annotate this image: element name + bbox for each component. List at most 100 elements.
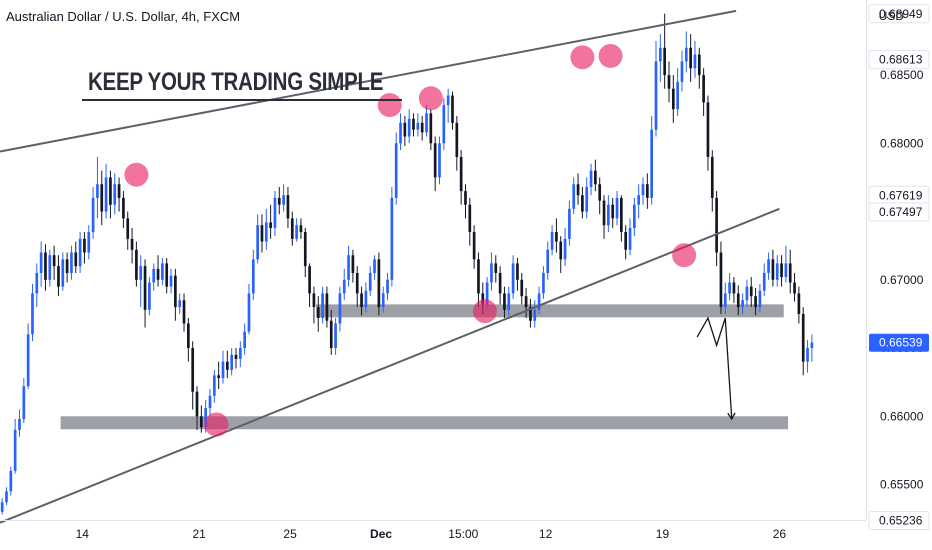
- candle-body: [139, 266, 143, 280]
- candle-body: [368, 272, 372, 291]
- candle-body: [290, 218, 294, 239]
- touch-marker: [418, 86, 443, 111]
- candle: [386, 272, 389, 301]
- candle-body: [676, 81, 679, 110]
- price-tick-label: 0.66000: [880, 409, 924, 423]
- time-axis[interactable]: 14 21 25 Dec 15:00 12 19 26: [76, 527, 787, 541]
- candle: [338, 286, 342, 332]
- candle: [607, 195, 610, 233]
- candle: [745, 279, 749, 308]
- candle-body: [403, 122, 407, 137]
- lower-channel-line[interactable]: [0, 207, 780, 524]
- candle-body: [256, 225, 259, 260]
- candle-body: [472, 232, 476, 260]
- candle: [542, 266, 545, 299]
- candle-body: [498, 272, 502, 294]
- candle: [44, 244, 47, 291]
- candle: [282, 184, 285, 212]
- resistance-zone: [316, 304, 784, 318]
- upper-channel-line[interactable]: [0, 9, 737, 153]
- candle: [684, 31, 688, 73]
- candle-body: [364, 290, 368, 308]
- price-label-box: [868, 4, 930, 24]
- candle: [594, 159, 597, 192]
- candle-body: [381, 293, 385, 308]
- candle: [156, 255, 160, 287]
- candle-body: [191, 348, 195, 392]
- candle: [693, 40, 697, 78]
- candle: [61, 252, 65, 291]
- candle: [529, 298, 532, 328]
- touch-marker: [472, 299, 497, 324]
- candle: [165, 257, 169, 294]
- candle: [182, 293, 186, 332]
- candle-body: [793, 282, 796, 294]
- candle-body: [745, 286, 749, 301]
- candle-body: [620, 197, 623, 233]
- candle-body: [468, 204, 472, 233]
- candles-layer: [0, 13, 814, 515]
- candle: [126, 211, 130, 250]
- candle: [161, 257, 164, 286]
- candle-body: [100, 184, 104, 212]
- candle-body: [234, 354, 238, 359]
- candle: [788, 249, 792, 294]
- candle-body: [195, 391, 199, 417]
- candle-body: [671, 88, 675, 110]
- candle-body: [217, 375, 221, 379]
- candle-body: [624, 232, 628, 250]
- touch-marker: [124, 162, 149, 187]
- candle-body: [308, 266, 311, 294]
- price-tick-label: 0.68000: [880, 136, 924, 150]
- candle-body: [316, 307, 320, 319]
- candle: [187, 318, 190, 362]
- candle: [715, 191, 718, 267]
- candle: [732, 277, 736, 303]
- candle-body: [225, 361, 229, 370]
- candle: [459, 150, 463, 205]
- candle: [611, 197, 615, 228]
- candle-body: [52, 255, 56, 267]
- candle-body: [238, 348, 242, 359]
- candle-body: [104, 177, 108, 212]
- candle: [697, 47, 701, 89]
- candle-body: [334, 323, 337, 349]
- candle-body: [572, 184, 576, 209]
- candle-body: [485, 282, 489, 305]
- price-axis[interactable]: 0.655000.660000.665000.670000.675000.680…: [868, 4, 930, 531]
- candle: [269, 204, 272, 239]
- time-tick-label: 25: [283, 527, 297, 541]
- candle: [122, 191, 125, 228]
- candle: [200, 405, 203, 433]
- candle: [221, 350, 225, 384]
- candle: [442, 98, 446, 151]
- candle-body: [264, 222, 268, 242]
- candle-body: [455, 122, 459, 157]
- candle-body: [797, 293, 801, 314]
- candle: [394, 132, 398, 205]
- candle: [57, 255, 60, 297]
- candle: [598, 177, 602, 215]
- candle: [633, 197, 636, 237]
- symbol-title: Australian Dollar / U.S. Dollar, 4h, FXC…: [6, 9, 241, 24]
- touch-marker: [598, 43, 623, 68]
- candle: [801, 307, 805, 376]
- candle: [234, 348, 238, 369]
- candle: [620, 195, 623, 242]
- candle-body: [762, 272, 766, 291]
- candle: [256, 214, 259, 264]
- candle-body: [312, 293, 316, 308]
- headline-text: KEEP YOUR TRADING SIMPLE: [88, 68, 384, 96]
- price-tick-label: 0.68500: [880, 68, 924, 82]
- candle: [472, 225, 476, 269]
- candle: [251, 249, 255, 301]
- candle: [637, 184, 641, 219]
- candle-body: [390, 197, 394, 280]
- candle-body: [481, 293, 485, 305]
- price-level-label: 0.67497: [868, 202, 930, 222]
- candle-body: [321, 293, 324, 319]
- candle: [87, 225, 91, 260]
- candle-body: [351, 255, 355, 273]
